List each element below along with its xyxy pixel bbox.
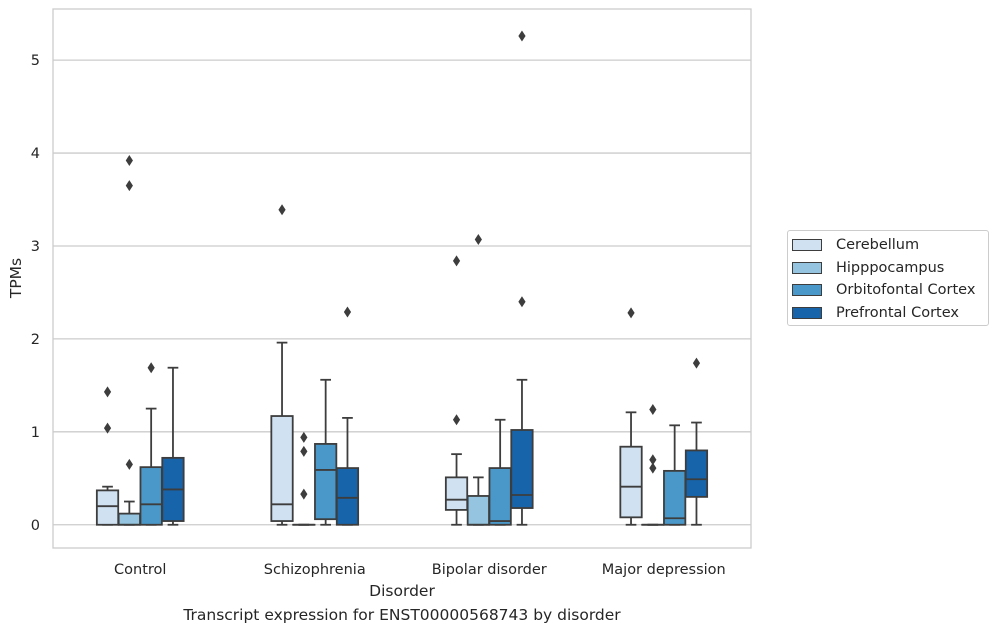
outlier-point [300, 431, 308, 443]
box-orbitofontal-cortex [488, 418, 512, 526]
box-iqr [510, 429, 534, 509]
box-prefrontal-cortex [335, 306, 360, 526]
box-prefrontal-cortex [684, 357, 709, 526]
box-cerebellum [95, 386, 120, 526]
x-tick-label: Bipolar disorder [432, 562, 547, 578]
outlier-point [474, 233, 482, 245]
outlier-point [649, 454, 657, 466]
x-tick-labels: Control Schizophrenia Bipolar disorder Majo… [114, 562, 726, 578]
outlier-point [343, 306, 352, 318]
box-hipppocampus [641, 404, 665, 526]
outlier-point [692, 357, 701, 369]
box-iqr [270, 415, 294, 522]
box-iqr [139, 466, 163, 526]
outlier-point [147, 362, 155, 374]
box-iqr [684, 449, 709, 498]
box-iqr [95, 489, 120, 526]
x-tick-label: Schizophrenia [264, 562, 366, 578]
box-iqr [488, 467, 512, 526]
outlier-point [125, 458, 133, 470]
box-iqr [335, 467, 360, 526]
box-hipppocampus [292, 431, 316, 526]
outlier-point [125, 180, 133, 192]
outlier-point [300, 488, 308, 500]
box-cerebellum [270, 204, 294, 526]
box-iqr [314, 443, 338, 521]
legend-label: Cerebellum [836, 237, 920, 253]
box-iqr [663, 469, 687, 526]
y-gridlines [53, 59, 751, 526]
box-iqr [117, 512, 141, 526]
box-orbitofontal-cortex [314, 378, 338, 526]
y-tick-label: 5 [31, 53, 40, 69]
legend-label: Hipppocampus [836, 259, 945, 276]
outlier-point [278, 204, 286, 216]
legend-item: Prefrontal Cortex [792, 303, 959, 323]
plot-area-frame [52, 8, 752, 549]
y-tick-label: 3 [31, 239, 40, 255]
legend-swatch [792, 239, 822, 251]
box-groups [95, 30, 709, 526]
box-cerebellum [444, 255, 469, 526]
legend-label: Orbitofontal Cortex [836, 282, 976, 298]
legend-item: Cerebellum [792, 235, 919, 255]
y-axis-title: TPMs [7, 258, 25, 299]
legend-swatch [792, 284, 822, 296]
y-tick-label: 4 [31, 146, 40, 162]
outlier-point [300, 445, 308, 457]
legend: Cerebellum Hipppocampus Orbitofontal Corte… [787, 230, 989, 326]
box-iqr [466, 495, 490, 526]
box-orbitofontal-cortex [663, 424, 687, 526]
y-tick-label: 0 [31, 518, 40, 534]
box-prefrontal-cortex [161, 366, 185, 526]
outlier-point [452, 255, 461, 267]
box-hipppocampus [117, 154, 141, 526]
outlier-point [649, 404, 657, 416]
legend-item: Hipppocampus [792, 258, 944, 278]
box-cerebellum [619, 307, 643, 526]
x-axis-title: Disorder [369, 582, 435, 600]
outlier-point [103, 386, 112, 398]
outlier-point [452, 414, 461, 426]
outlier-point [125, 154, 133, 166]
box-prefrontal-cortex [510, 30, 534, 526]
y-tick-labels: 0 1 2 3 4 5 [31, 53, 40, 534]
outlier-point [627, 307, 635, 319]
y-tick-label: 2 [31, 332, 40, 348]
outlier-point [518, 296, 526, 308]
outlier-point [518, 30, 526, 42]
x-tick-label: Major depression [602, 562, 726, 578]
x-tick-label: Control [114, 562, 166, 578]
figure-caption: Transcript expression for ENST0000056874… [183, 606, 621, 624]
box-iqr [619, 445, 643, 519]
legend-label: Prefrontal Cortex [836, 304, 959, 321]
legend-swatch [792, 306, 822, 319]
outlier-point [649, 462, 657, 474]
outlier-point [103, 422, 112, 434]
box-iqr [444, 476, 469, 511]
legend-swatch [792, 261, 822, 274]
legend-item: Orbitofontal Cortex [792, 280, 975, 300]
box-orbitofontal-cortex [139, 362, 163, 526]
box-hipppocampus [466, 233, 490, 526]
y-tick-label: 1 [31, 425, 40, 441]
